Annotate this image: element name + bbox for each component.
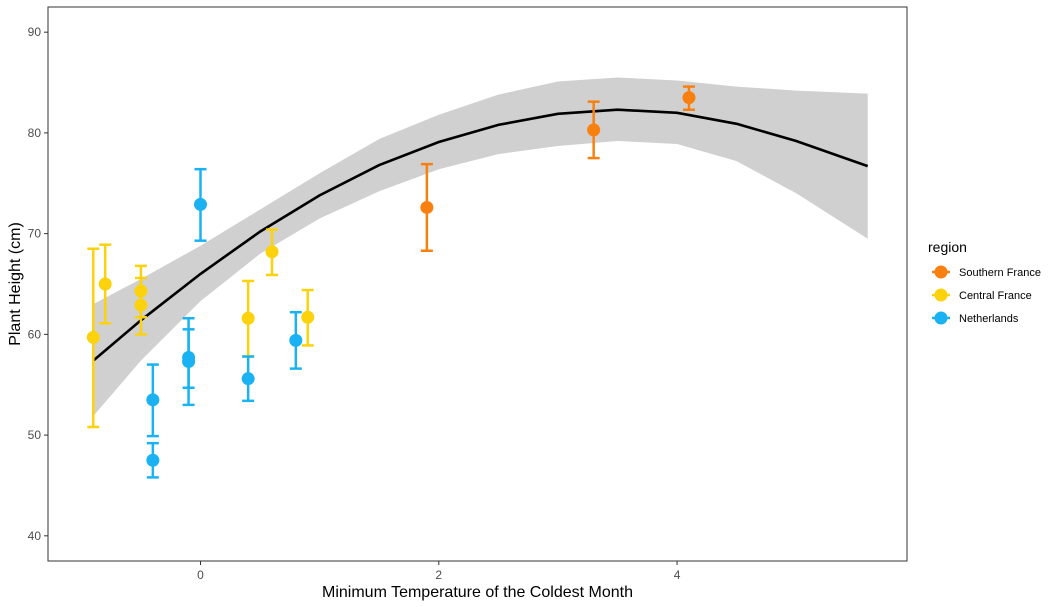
fit-line-layer — [92, 108, 869, 362]
y-tick-label: 80 — [28, 126, 42, 140]
legend-key-point — [934, 288, 948, 302]
fit-line — [92, 108, 869, 362]
data-point — [587, 123, 601, 137]
data-point — [134, 298, 148, 312]
series-netherlands — [146, 167, 303, 479]
axis-layer: 0 2 4 40 50 60 70 80 90 — [28, 25, 681, 582]
legend-item-netherlands: Netherlands — [932, 311, 1019, 325]
confidence-band-layer — [93, 77, 868, 416]
legend-item-southern-france: Southern France — [932, 265, 1041, 279]
y-tick-label: 90 — [28, 25, 42, 39]
legend-item-central-france: Central France — [932, 288, 1032, 302]
data-point — [289, 333, 303, 347]
legend: region Southern France Central France Neth… — [928, 239, 1041, 325]
data-point — [682, 91, 696, 105]
x-tick-label: 0 — [197, 568, 204, 582]
series-central-france — [86, 228, 315, 429]
x-axis-title: Minimum Temperature of the Coldest Month — [322, 584, 633, 601]
legend-label: Southern France — [959, 267, 1041, 279]
y-tick-label: 70 — [28, 227, 42, 241]
data-point — [265, 245, 279, 259]
data-point — [420, 200, 434, 214]
data-point — [146, 453, 160, 467]
data-point — [146, 393, 160, 407]
data-point — [86, 330, 100, 344]
y-tick-label: 60 — [28, 327, 42, 341]
legend-key-point — [934, 311, 948, 325]
data-point — [241, 372, 255, 386]
data-point — [301, 310, 315, 324]
data-point — [241, 311, 255, 325]
plot-panel-border — [47, 6, 908, 562]
legend-label: Netherlands — [959, 313, 1019, 325]
legend-label: Central France — [959, 290, 1032, 302]
legend-title: region — [928, 239, 967, 255]
confidence-band — [93, 77, 868, 416]
legend-key-point — [934, 265, 948, 279]
y-tick-label: 50 — [28, 428, 42, 442]
x-tick-label: 2 — [435, 568, 442, 582]
data-point — [98, 277, 112, 291]
series-southern-france — [420, 85, 696, 253]
y-tick-label: 40 — [28, 529, 42, 543]
data-point — [193, 197, 207, 211]
data-points-layer — [86, 85, 696, 479]
x-tick-label: 4 — [674, 568, 681, 582]
legend-items: Southern France Central France Netherlands — [932, 265, 1041, 325]
y-axis-title: Plant Height (cm) — [7, 222, 24, 346]
data-point — [182, 355, 196, 369]
